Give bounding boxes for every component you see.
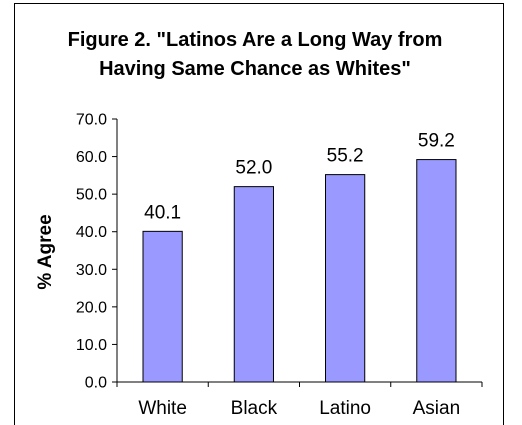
chart-title: Figure 2. "Latinos Are a Long Way from H…	[67, 29, 443, 80]
y-tick-label: 60.0	[76, 149, 107, 166]
y-tick-label: 50.0	[76, 187, 107, 204]
category-label: Latino	[319, 398, 371, 419]
bar	[233, 186, 274, 383]
y-tick-label: 40.0	[76, 224, 107, 241]
data-label: 59.2	[418, 131, 455, 152]
category-label: Asian	[413, 398, 461, 419]
y-axis-ticks: 0.0 10.0 20.0 30.0 40.0 50.0 60.0 70.0	[76, 112, 117, 392]
y-tick-label: 10.0	[76, 337, 107, 354]
category-label: Black	[231, 398, 278, 419]
bar	[416, 159, 457, 383]
chart-border-top	[14, 3, 504, 4]
y-tick-label: 30.0	[76, 262, 107, 279]
chart-border-left	[14, 3, 15, 425]
bar	[142, 230, 183, 383]
data-label: 52.0	[235, 158, 272, 179]
data-label: 40.1	[144, 202, 181, 223]
y-tick-label: 0.0	[85, 375, 107, 392]
data-label: 55.2	[327, 146, 364, 167]
category-label: White	[138, 398, 187, 419]
x-axis-categories: White Black Latino Asian	[116, 382, 483, 419]
data-labels: 40.1 52.0 55.2 59.2	[144, 131, 455, 224]
chart-border-right	[503, 3, 504, 425]
bar	[325, 174, 366, 383]
bars	[142, 159, 457, 383]
y-axis-label: % Agree	[35, 214, 56, 289]
y-tick-label: 70.0	[76, 112, 107, 129]
y-tick-label: 20.0	[76, 299, 107, 316]
